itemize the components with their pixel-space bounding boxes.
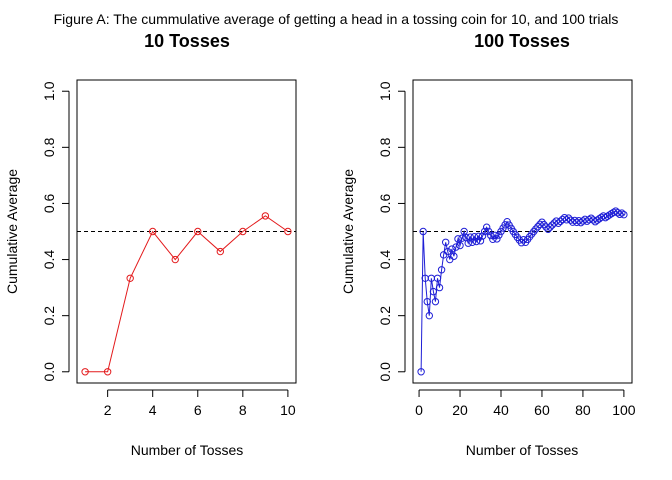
data-point [239, 227, 247, 236]
data-point [423, 297, 431, 306]
x-tick-label: 8 [239, 402, 247, 418]
data-point [284, 227, 292, 236]
y-tick-label: 0.4 [377, 250, 393, 270]
x-axis-label: Number of Tosses [466, 442, 579, 458]
data-point [532, 225, 540, 233]
data-point [437, 266, 446, 274]
data-point [605, 211, 614, 219]
y-tick-label: 0.6 [41, 194, 57, 214]
data-point [566, 216, 575, 224]
x-tick-label: 0 [415, 402, 423, 418]
x-tick-label: 6 [194, 402, 202, 418]
y-tick-label: 1.0 [41, 81, 57, 101]
data-point [538, 218, 546, 226]
data-point [618, 209, 626, 217]
x-tick-label: 40 [493, 402, 509, 418]
data-point [485, 227, 493, 236]
data-point [448, 245, 456, 253]
data-point [470, 232, 479, 241]
data-point [616, 210, 624, 219]
data-point [493, 235, 501, 243]
x-tick-label: 100 [612, 402, 636, 418]
x-tick-label: 2 [104, 402, 112, 418]
x-tick-label: 4 [149, 402, 157, 418]
data-point [562, 216, 571, 224]
data-point [564, 214, 573, 222]
data-point [544, 225, 552, 233]
data-point [474, 232, 483, 241]
data-point [149, 227, 157, 236]
data-point [441, 238, 450, 247]
figure-title: Figure A: The cummulative average of get… [54, 11, 619, 27]
data-point [554, 219, 563, 227]
data-point [478, 232, 487, 240]
data-point [458, 234, 466, 242]
y-tick-label: 0.0 [377, 362, 393, 382]
data-point [489, 235, 497, 243]
y-tick-label: 1.0 [377, 81, 393, 101]
chart-10-tosses: 10 Tosses 2 4 6 8 10 0.0 0.2 0.4 0.6 0.8 1.0 Number … [4, 31, 297, 458]
y-tick-label: 0.2 [41, 306, 57, 326]
data-point [560, 213, 569, 222]
data-point [261, 212, 270, 220]
data-point [216, 247, 224, 256]
data-point [126, 274, 134, 282]
data-point [495, 231, 503, 239]
data-point [546, 223, 554, 231]
x-tick-label: 80 [575, 402, 591, 418]
chart-title: 10 Tosses [144, 31, 230, 51]
data-point [444, 247, 452, 256]
chart-title: 100 Tosses [474, 31, 570, 51]
data-point [417, 368, 425, 376]
data-point [419, 227, 427, 236]
plot-frame [76, 79, 297, 384]
data-point [620, 210, 628, 219]
data-point [429, 287, 438, 296]
data-point [530, 227, 538, 236]
x-tick-label: 60 [534, 402, 550, 418]
y-tick-label: 0.6 [377, 194, 393, 214]
data-point [482, 223, 491, 231]
data-point [171, 255, 179, 264]
y-axis-label: Cumulative Average [340, 169, 356, 294]
y-tick-label: 0.2 [377, 306, 393, 326]
data-point [487, 231, 495, 240]
data-point [456, 241, 464, 250]
data-point [452, 243, 460, 251]
data-point [433, 274, 442, 282]
data-point [540, 220, 548, 229]
series-line [85, 215, 289, 373]
x-tick-label: 10 [280, 402, 296, 418]
data-point [536, 220, 544, 229]
data-point [435, 283, 444, 292]
y-tick-label: 0.4 [41, 250, 57, 270]
data-point [450, 252, 458, 260]
data-point [466, 233, 474, 241]
y-tick-label: 0.0 [41, 362, 57, 382]
x-axis-label: Number of Tosses [131, 442, 244, 458]
series-line [420, 210, 625, 372]
chart-100-tosses: 100 Tosses 0 20 40 60 80 100 0.0 0.2 0.4 0.6 0.8 1.0… [340, 31, 636, 458]
data-point [81, 368, 89, 376]
data-point [194, 227, 202, 236]
data-point [476, 237, 485, 245]
y-tick-label: 0.8 [41, 137, 57, 157]
data-point [431, 297, 440, 306]
y-axis-label: Cumulative Average [4, 169, 20, 294]
data-point [103, 368, 112, 376]
data-point [472, 237, 481, 246]
data-point [454, 235, 462, 243]
data-point [480, 227, 489, 236]
plot-frame [412, 79, 633, 384]
y-tick-label: 0.8 [377, 137, 393, 157]
data-point [425, 311, 434, 320]
x-tick-label: 20 [452, 402, 468, 418]
data-point [491, 231, 499, 239]
